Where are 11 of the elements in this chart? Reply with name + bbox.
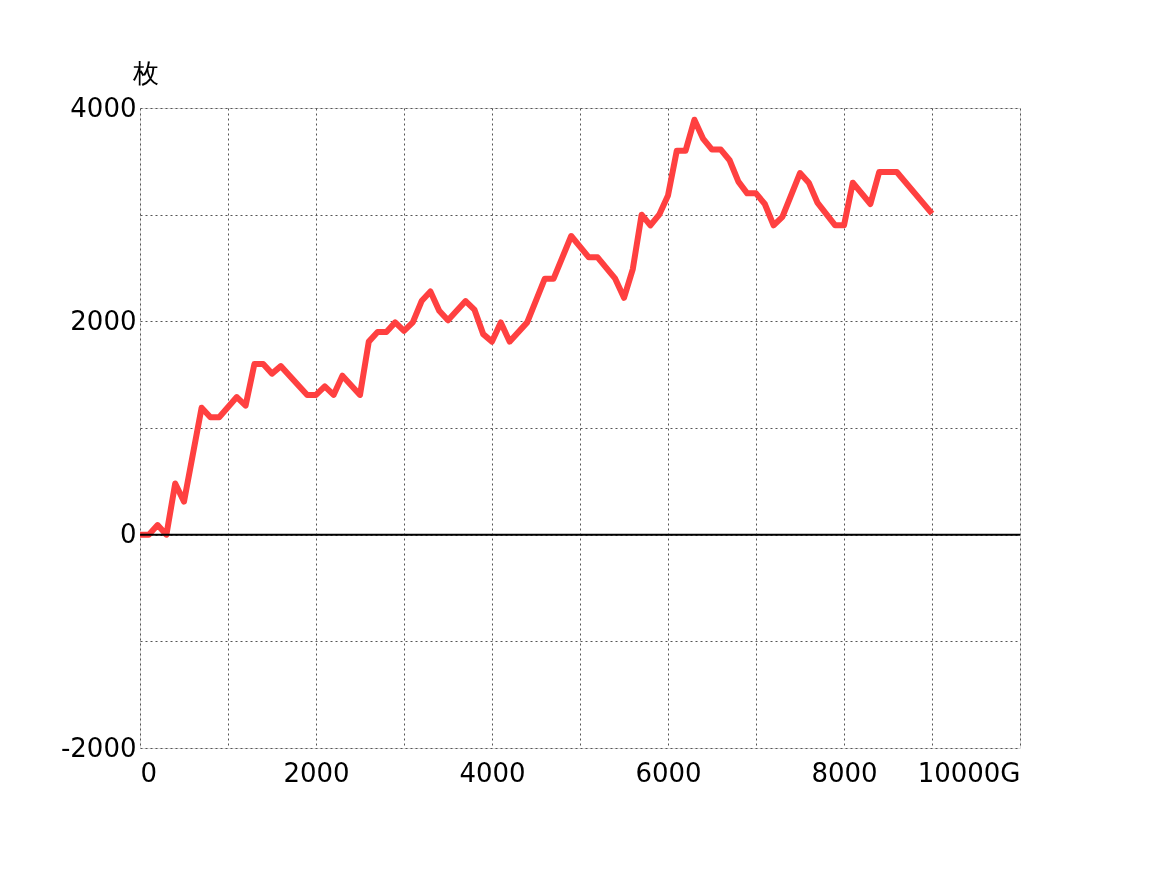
y-tick-label: 2000 [70,305,137,336]
x-tick-label: 0 [140,757,158,788]
x-tick-label: 6000 [635,757,702,788]
x-tick-label: 10000G [917,757,1021,788]
y-tick-label: 4000 [70,92,137,123]
y-tick-label: 0 [119,519,137,550]
x-tick-label: 8000 [811,757,878,788]
y-tick-label: -2000 [60,732,137,763]
y-axis-title: 枚 [131,57,159,88]
x-tick-label: 4000 [459,757,526,788]
x-tick-label: 2000 [283,757,350,788]
